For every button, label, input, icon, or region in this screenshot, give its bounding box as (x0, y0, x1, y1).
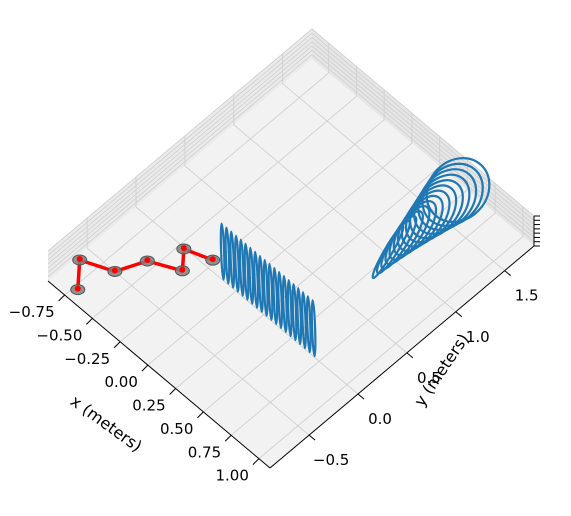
y-tick-label: 1.5 (515, 287, 539, 305)
grid-lines (47, 28, 535, 459)
x-tick (197, 411, 204, 419)
trajectory-loop (272, 266, 279, 326)
floor-grid-y (135, 206, 359, 395)
trajectory-loop (238, 238, 245, 297)
trajectory-loop (305, 295, 312, 354)
trajectory-loop (229, 230, 236, 289)
y-tick (455, 311, 463, 318)
y-tick (504, 270, 511, 277)
x-tick (86, 318, 93, 325)
trajectory-loop (234, 234, 240, 293)
wall-grid-z (47, 41, 535, 265)
x-tick-label: 1.00 (215, 467, 248, 485)
x-tick-label: 0.00 (104, 373, 137, 391)
x-tick-label: −0.75 (9, 303, 55, 321)
trajectory-loop (310, 299, 317, 358)
y-tick (406, 352, 414, 359)
x-tick (113, 341, 121, 349)
axes-panes (48, 29, 534, 468)
axis-lines (47, 215, 540, 469)
floor-grid-x (92, 96, 357, 319)
floor-grid-x (203, 189, 468, 413)
floor-grid-y (282, 83, 505, 272)
arm-joint-center (144, 256, 151, 263)
x-tick (58, 294, 66, 302)
floor-pane (48, 59, 534, 468)
y-axis-ticks: −0.5 0.0 0.5 1.0 1.5 (308, 270, 539, 469)
trajectory-loop (277, 270, 283, 330)
floor-grid-y (86, 247, 310, 436)
arm-joint-center (111, 267, 118, 274)
floor-grid-x (230, 212, 496, 436)
y-tick-label: −0.5 (313, 451, 349, 469)
trajectory-loop (301, 291, 307, 350)
floor-grid-y (233, 124, 457, 313)
x-tick-label: 0.50 (160, 420, 193, 438)
trajectory-loop (267, 262, 274, 321)
x-tick (252, 458, 260, 466)
trajectory-loop (219, 222, 226, 281)
x-tick-label: −0.50 (36, 326, 82, 344)
x-tick-label: −0.25 (64, 350, 110, 368)
arm-joint-center (74, 285, 81, 292)
x-axis-ticks: −0.75 −0.50 −0.25 0.00 0.25 0.50 0.75 1.00 (9, 294, 260, 485)
wall-grid-z (47, 49, 535, 273)
y-axis-line (269, 245, 535, 469)
y-tick-label: 0.0 (368, 410, 392, 428)
trajectory-loop (296, 287, 303, 346)
x-tick (224, 434, 232, 442)
trajectory-loop (243, 242, 250, 301)
wall-grid-z (47, 28, 535, 252)
wall-grid-z (47, 37, 535, 260)
blue-trajectory (219, 157, 491, 358)
y-tick-label: 0.5 (417, 369, 441, 387)
floor-grid-x (64, 72, 329, 296)
y-tick (308, 434, 316, 441)
y-tick-label: 1.0 (466, 328, 490, 346)
floor-grid-y (184, 165, 408, 354)
arm-joint-center (179, 266, 186, 273)
arm-joint-center (180, 244, 187, 251)
arm-joint-center (76, 255, 83, 262)
wall-grid-z (47, 54, 535, 278)
floor-grid-x (119, 119, 385, 343)
y-tick (357, 393, 365, 400)
trajectory-loop (224, 226, 231, 285)
x-tick (169, 388, 177, 395)
trajectory-loop (425, 157, 491, 223)
x-tick (141, 364, 149, 372)
arm-joint-center (209, 256, 216, 263)
back-left-pane (48, 29, 312, 281)
back-right-pane (312, 29, 534, 246)
trajectory-loop (253, 250, 259, 309)
floor-grid-x (258, 236, 524, 459)
trajectory-loop (286, 279, 293, 338)
x-tick-label: 0.25 (132, 397, 165, 415)
red-arm (70, 243, 221, 296)
floor-grid-x (147, 142, 413, 366)
x-tick-label: 0.75 (188, 443, 221, 461)
trajectory-loop (248, 246, 255, 305)
x-axis-line (47, 280, 271, 469)
floor-grid-x (175, 166, 440, 389)
trajectory-loop (282, 274, 288, 334)
trajectory-loop (291, 283, 298, 342)
trajectory-loop (258, 254, 264, 313)
trajectory-loop (262, 258, 269, 317)
